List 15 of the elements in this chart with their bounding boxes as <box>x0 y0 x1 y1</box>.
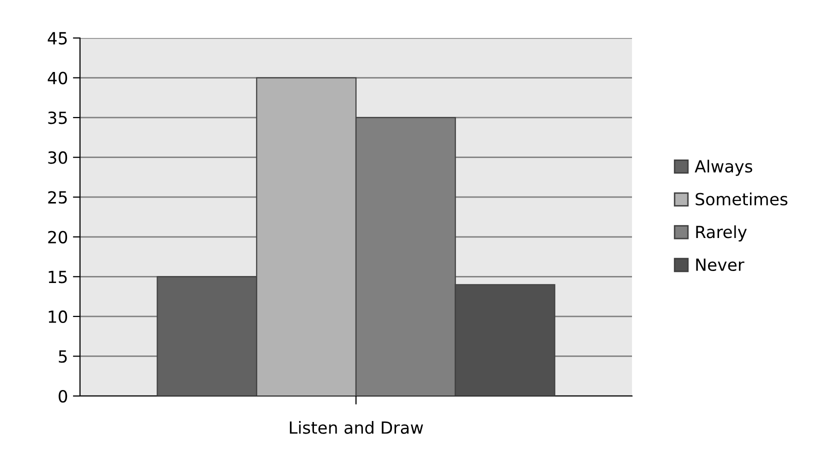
y-tick-label: 30 <box>48 151 68 164</box>
y-tick-label: 20 <box>48 230 68 244</box>
x-tick-label: Listen and Draw <box>290 421 424 434</box>
y-tick-label: 15 <box>48 270 67 284</box>
legend-label: Never <box>696 258 744 272</box>
y-tick-label: 0 <box>58 390 68 403</box>
y-tick-label: 35 <box>48 112 67 124</box>
y-tick-label: 40 <box>48 72 68 84</box>
y-tick-label: 25 <box>48 191 67 204</box>
y-tick-label: 10 <box>48 310 68 324</box>
y-tick-label: 5 <box>58 350 67 363</box>
legend-label: Sometimes <box>696 192 788 206</box>
legend-label: Rarely <box>696 225 747 242</box>
y-tick-label: 45 <box>48 32 67 45</box>
legend-label: Always <box>694 160 752 176</box>
